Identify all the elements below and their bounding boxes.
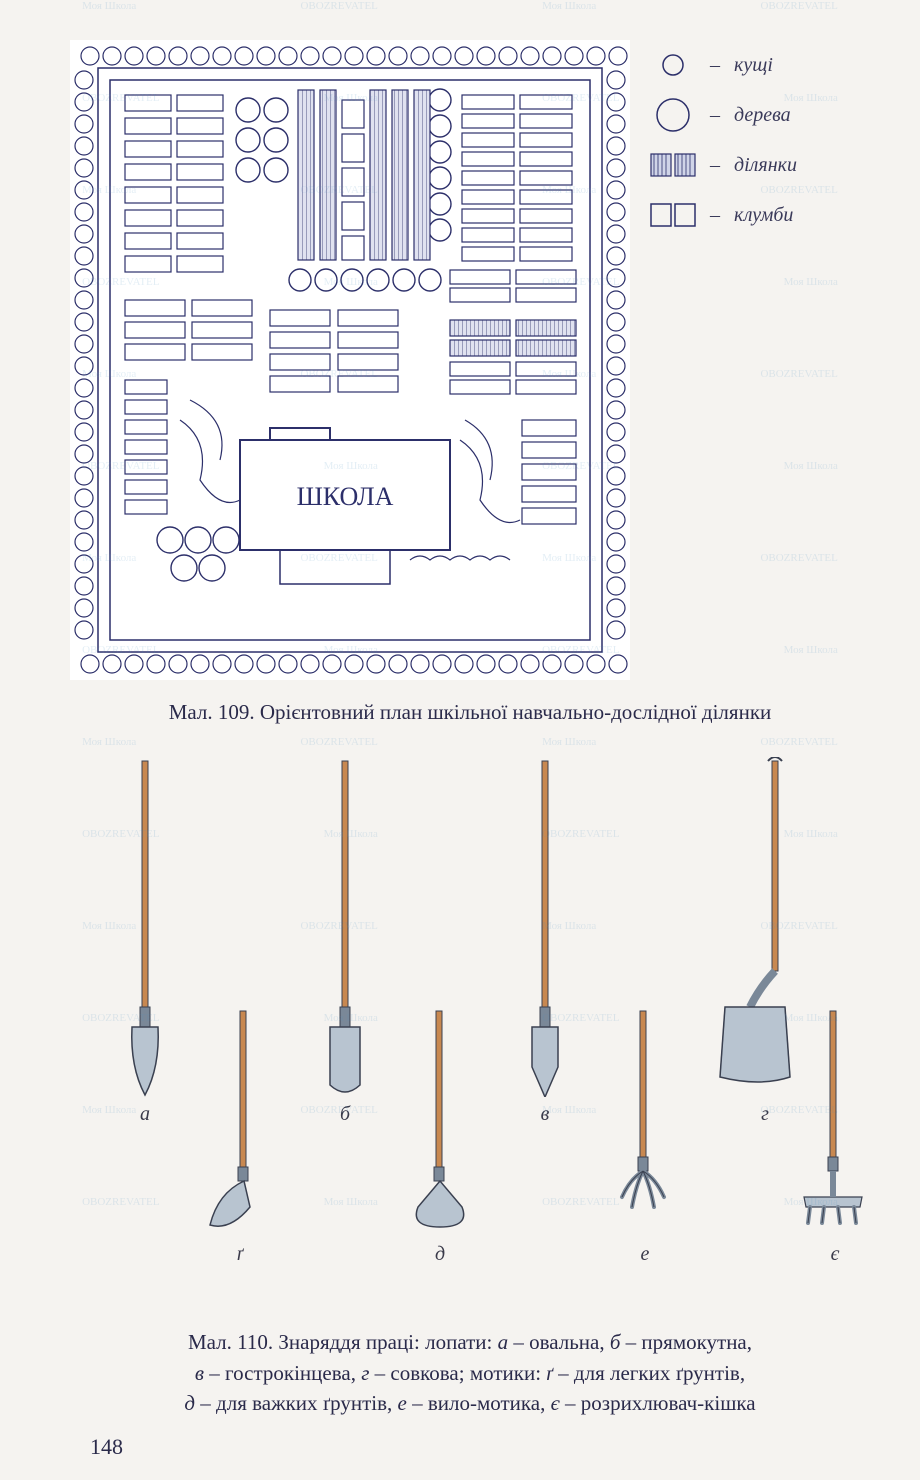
desc: совкова (390, 1361, 458, 1385)
bed-icon (650, 200, 696, 230)
tool-label: в (541, 1103, 550, 1126)
figure-109-caption: Мал. 109. Орієнтовний план шкільної навч… (70, 698, 870, 727)
figure-109: ШКОЛА – кущі (70, 40, 870, 680)
lbl: є (551, 1391, 560, 1415)
desc: прямокутна (641, 1330, 746, 1354)
bush-icon (650, 50, 696, 80)
hoes-prefix: ; мотики: (459, 1361, 547, 1385)
lbl: е (398, 1391, 407, 1415)
tool-a: а (110, 757, 180, 1126)
desc: овальна (529, 1330, 599, 1354)
figure-110: а б в г (70, 757, 870, 1317)
desc: розрихлювач-кішка (581, 1391, 756, 1415)
school-plan-diagram: ШКОЛА (70, 40, 630, 680)
figure-110-caption: Мал. 110. Знаряддя праці: лопати: а – ов… (70, 1327, 870, 1418)
tool-d: д (400, 1007, 480, 1266)
tree-icon (650, 100, 696, 130)
lbl: в (195, 1361, 204, 1385)
dash: – (710, 104, 720, 127)
legend-label: дерева (734, 104, 791, 127)
legend-bushes: – кущі (650, 50, 797, 80)
lbl: д (184, 1391, 195, 1415)
tool-e: е (600, 1007, 690, 1266)
lbl: ґ (546, 1361, 553, 1385)
plot-icon (650, 150, 696, 180)
dash: – (710, 204, 720, 227)
tool-label: г (761, 1103, 769, 1126)
tool-ye: є (790, 1007, 880, 1266)
legend-trees: – дерева (650, 100, 797, 130)
legend-label: клумби (734, 204, 793, 227)
plan-legend: – кущі – дерева – (650, 40, 797, 250)
caption-prefix: Мал. 110. Знаряддя праці: лопати: (188, 1330, 498, 1354)
desc: вило-мотика (428, 1391, 540, 1415)
tool-label: д (435, 1243, 445, 1266)
legend-beds: – клумби (650, 200, 797, 230)
desc: гострокінцева (225, 1361, 351, 1385)
tool-v: в (510, 757, 580, 1126)
desc: для важких ґрунтів (216, 1391, 387, 1415)
tool-label: ґ (237, 1243, 243, 1266)
tool-b: б (310, 757, 380, 1126)
tool-label: є (831, 1243, 840, 1266)
desc: для легких ґрунтів (574, 1361, 740, 1385)
lbl: а (498, 1330, 509, 1354)
tool-label: б (340, 1103, 350, 1126)
tool-label: е (641, 1243, 650, 1266)
tool-gh: ґ (200, 1007, 280, 1266)
dash: – (710, 154, 720, 177)
tool-label: а (140, 1103, 150, 1126)
legend-label: кущі (734, 54, 773, 77)
lbl: б (610, 1330, 621, 1354)
lbl: г (361, 1361, 369, 1385)
legend-plots: – ділянки (650, 150, 797, 180)
legend-label: ділянки (734, 154, 797, 177)
dash: – (710, 54, 720, 77)
page-number: 148 (90, 1434, 123, 1460)
school-label: ШКОЛА (297, 482, 394, 511)
